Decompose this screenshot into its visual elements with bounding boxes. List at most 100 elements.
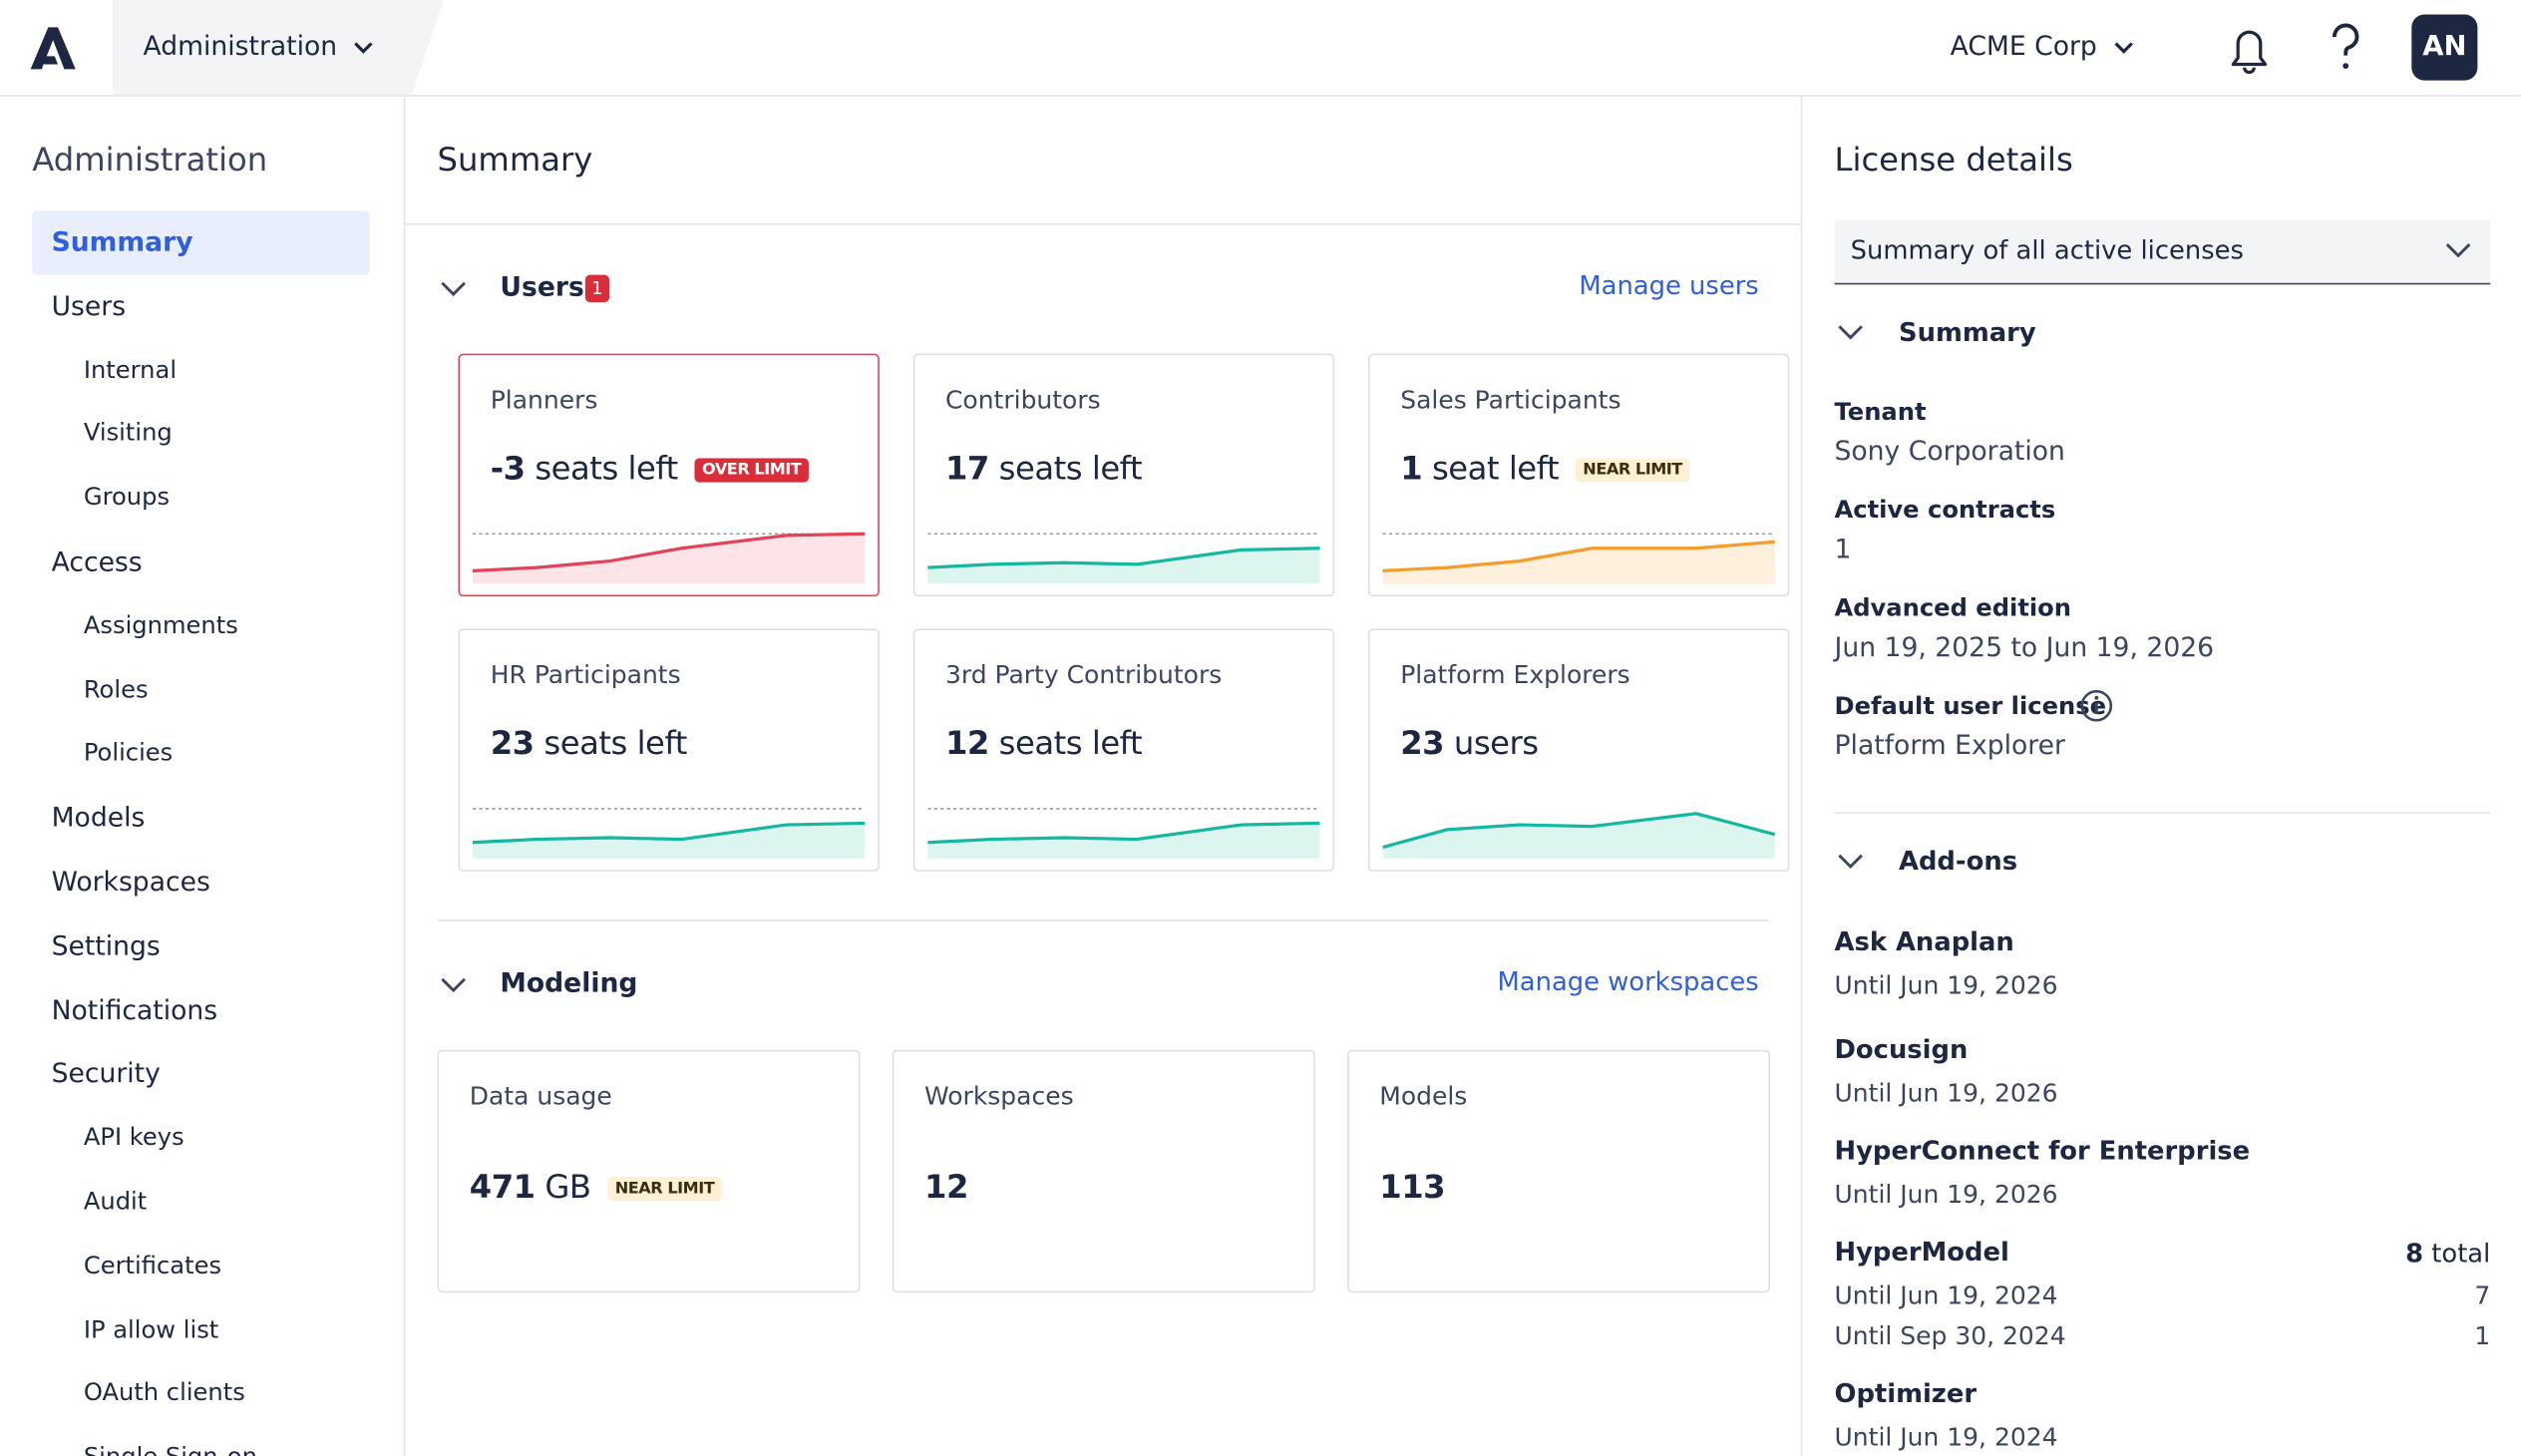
nav-item[interactable]: Access <box>51 546 143 577</box>
nav-item[interactable]: Audit <box>83 1186 148 1216</box>
sparkline <box>1382 812 1775 859</box>
collapse-toggle[interactable] <box>439 976 468 995</box>
stat-card[interactable]: Sales Participants 1 seat left NEAR LIMIT <box>1367 353 1790 597</box>
nav-item[interactable]: API keys <box>83 1122 184 1152</box>
logo[interactable] <box>27 24 79 72</box>
nav-item[interactable]: Single Sign-on <box>84 1442 257 1456</box>
stat-card[interactable]: Contributors 17 seats left <box>912 353 1335 597</box>
unit: seats left <box>998 723 1143 763</box>
total-unit: total <box>2431 1238 2491 1270</box>
stat-card[interactable]: 3rd Party Contributors 12 seats left <box>912 628 1335 872</box>
nav-item[interactable]: Security <box>51 1058 161 1090</box>
nav-item[interactable]: Policies <box>83 738 174 768</box>
addon-name: HyperConnect for Enterprise <box>1834 1135 2251 1166</box>
unit: seats left <box>998 448 1143 488</box>
collapse-toggle[interactable] <box>1836 852 1865 871</box>
field-value: 1 <box>1834 534 1852 564</box>
card-title: Platform Explorers <box>1400 660 1630 690</box>
count: 471 <box>469 1167 536 1207</box>
workspace-switcher[interactable]: Administration <box>143 30 338 62</box>
tenant-switcher[interactable]: ACME Corp <box>1950 30 2097 62</box>
addon-name: Optimizer <box>1834 1377 1978 1409</box>
field-label: Active contracts <box>1834 495 2056 525</box>
field-value: Sony Corporation <box>1834 435 2065 467</box>
stat-card[interactable]: Data usage 471 GB NEAR LIMIT <box>437 1049 861 1293</box>
nav-item[interactable]: Groups <box>83 482 171 512</box>
nav-item[interactable]: Roles <box>83 674 149 704</box>
collapse-toggle <box>2445 243 2471 258</box>
nav-item[interactable]: Visiting <box>83 418 173 448</box>
stat-card[interactable]: Models 113 <box>1347 1049 1771 1293</box>
stat-card[interactable]: HR Participants 23 seats left <box>458 628 880 872</box>
avatar[interactable]: AN <box>2411 14 2478 81</box>
sparkline <box>472 532 866 584</box>
count: 113 <box>1379 1167 1446 1207</box>
field-label: Advanced edition <box>1834 592 2072 622</box>
card-title: Data usage <box>469 1082 612 1112</box>
sidebar-title: Administration <box>32 140 268 179</box>
nav-item[interactable]: Assignments <box>83 610 238 640</box>
nav-item[interactable]: Internal <box>83 354 178 384</box>
unit: GB <box>544 1167 591 1207</box>
count: -3 <box>490 448 526 488</box>
nav-item[interactable]: OAuth clients <box>83 1378 245 1408</box>
card-title: Planners <box>490 385 598 415</box>
license-select-bg[interactable] <box>1834 219 2491 285</box>
manage-workspaces-link[interactable]: Manage workspaces <box>1497 965 1759 997</box>
nav-item[interactable]: Notifications <box>51 994 218 1025</box>
nav-item[interactable]: Workspaces <box>51 866 210 898</box>
help-button[interactable] <box>2327 23 2365 75</box>
notifications-button[interactable] <box>2225 23 2273 75</box>
nav-item[interactable]: Summary <box>51 226 193 257</box>
chevron-icon <box>2114 42 2133 54</box>
info-icon[interactable] <box>2079 688 2114 723</box>
total-count: 8 <box>2405 1238 2424 1270</box>
card-value: 1 seat left NEAR LIMIT <box>1400 448 1690 488</box>
addon-name: HyperModel <box>1834 1236 2009 1268</box>
card-title: Models <box>1379 1082 1468 1112</box>
count: 23 <box>1400 723 1445 763</box>
manage-users-link[interactable]: Manage users <box>1579 269 1759 301</box>
sparkline <box>927 533 1320 584</box>
addon-total: 8 total <box>2405 1238 2490 1269</box>
field-label: Tenant <box>1834 397 1927 427</box>
stat-card[interactable]: Workspaces 12 <box>892 1049 1315 1293</box>
nav-item[interactable]: Users <box>51 290 127 322</box>
sparkline <box>1382 533 1775 584</box>
section-title: Add-ons <box>1899 846 2018 877</box>
card-value: 23 seats left <box>491 723 688 763</box>
nav-item[interactable]: Certificates <box>83 1250 222 1279</box>
collapse-toggle[interactable] <box>439 280 468 299</box>
nav-active-bg <box>32 210 370 275</box>
stat-card[interactable]: Platform Explorers 23 users <box>1367 628 1790 872</box>
card-title: Contributors <box>944 385 1101 415</box>
nav-item[interactable]: Settings <box>51 930 161 961</box>
status-tag: OVER LIMIT <box>693 458 810 483</box>
addon-count: 1 <box>2474 1321 2491 1351</box>
card-value: -3 seats left OVER LIMIT <box>490 448 810 488</box>
count: 17 <box>944 448 989 488</box>
stat-card[interactable]: Planners -3 seats left OVER LIMIT <box>458 353 880 597</box>
addon-until: Until Jun 19, 2026 <box>1834 1180 2058 1210</box>
section-title: Modeling <box>500 967 638 999</box>
section-title: Users <box>500 271 584 303</box>
addon-until: Until Jun 19, 2024 <box>1834 1422 2058 1452</box>
count: 12 <box>924 1167 968 1207</box>
nav-item[interactable]: Models <box>51 802 146 834</box>
divider <box>405 223 1801 225</box>
addon-name: Ask Anaplan <box>1834 925 2014 957</box>
card-title: Sales Participants <box>1400 385 1621 415</box>
unit: seats left <box>543 723 687 763</box>
collapse-toggle[interactable] <box>1836 323 1865 342</box>
card-value: 113 <box>1379 1167 1445 1206</box>
divider <box>437 919 1769 921</box>
unit: seat left <box>1431 448 1560 488</box>
license-select: Summary of all active licenses <box>1850 234 2245 266</box>
card-title: 3rd Party Contributors <box>944 660 1223 690</box>
card-value: 12 seats left <box>945 723 1143 763</box>
panel-title: License details <box>1834 140 2073 179</box>
card-title: HR Participants <box>490 660 681 690</box>
nav-item[interactable]: IP allow list <box>83 1314 219 1344</box>
